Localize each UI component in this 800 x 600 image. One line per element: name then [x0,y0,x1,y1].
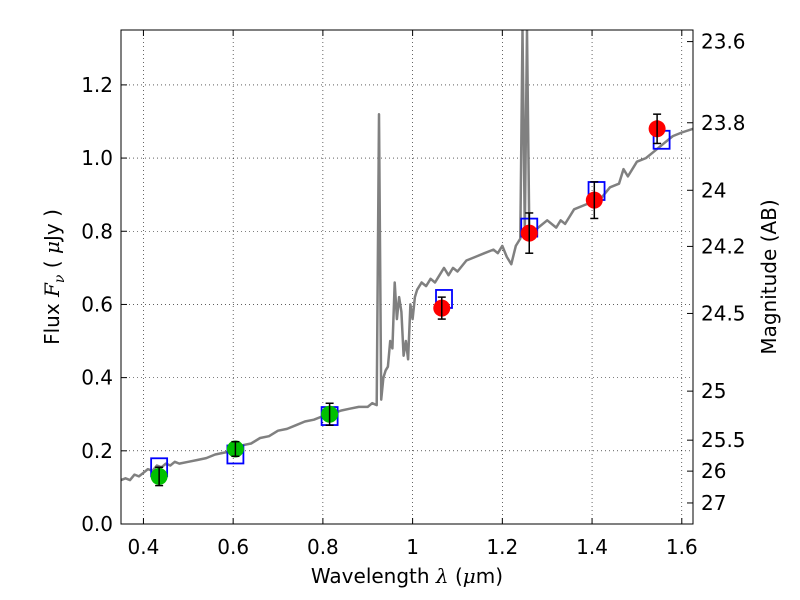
y-axis-label-right: Magnitude (AB) [757,199,781,354]
model-sed-path [121,30,693,482]
right-tick-label: 23.6 [701,30,746,54]
y-axis-label: Flux Fν ( μJy ) [40,209,68,345]
right-tick-label: 27 [701,491,726,515]
right-tick-label: 24.5 [701,301,746,325]
right-tick-label: 24.2 [701,234,746,258]
x-tick-label: 1.4 [576,535,608,559]
y-tick-label: 0.6 [81,292,113,316]
x-axis-label: Wavelength λ (μm) [311,564,503,588]
plot-area [121,30,693,487]
right-tick-label: 26 [701,459,726,483]
right-tick-label: 25.5 [701,428,746,452]
right-tick-label: 24 [701,178,726,202]
x-tick-label: 0.8 [307,535,339,559]
y-tick-label: 0.2 [81,439,113,463]
x-axis: 0.4 0.6 0.8 1 1.2 1.4 1.6 [128,30,698,559]
y-tick-label: 0.8 [81,219,113,243]
y-axis-right: 23.6 23.8 24 24.2 24.5 25 25.5 26 27 [687,30,746,515]
model-sed-line [121,30,693,482]
y-axis-left: 0.0 0.2 0.4 0.6 0.8 1.0 1.2 [81,73,127,536]
right-tick-label: 25 [701,379,726,403]
y-tick-label: 1.0 [81,146,113,170]
y-tick-label: 1.2 [81,73,113,97]
x-tick-label: 1 [406,535,419,559]
x-tick-label: 0.4 [128,535,160,559]
x-tick-label: 0.6 [217,535,249,559]
y-tick-label: 0.0 [81,512,113,536]
y-tick-label: 0.4 [81,366,113,390]
markers [150,113,671,487]
plot-frame [120,29,694,525]
x-tick-label: 1.6 [666,535,698,559]
right-tick-label: 23.8 [701,111,746,135]
x-tick-label: 1.2 [486,535,518,559]
